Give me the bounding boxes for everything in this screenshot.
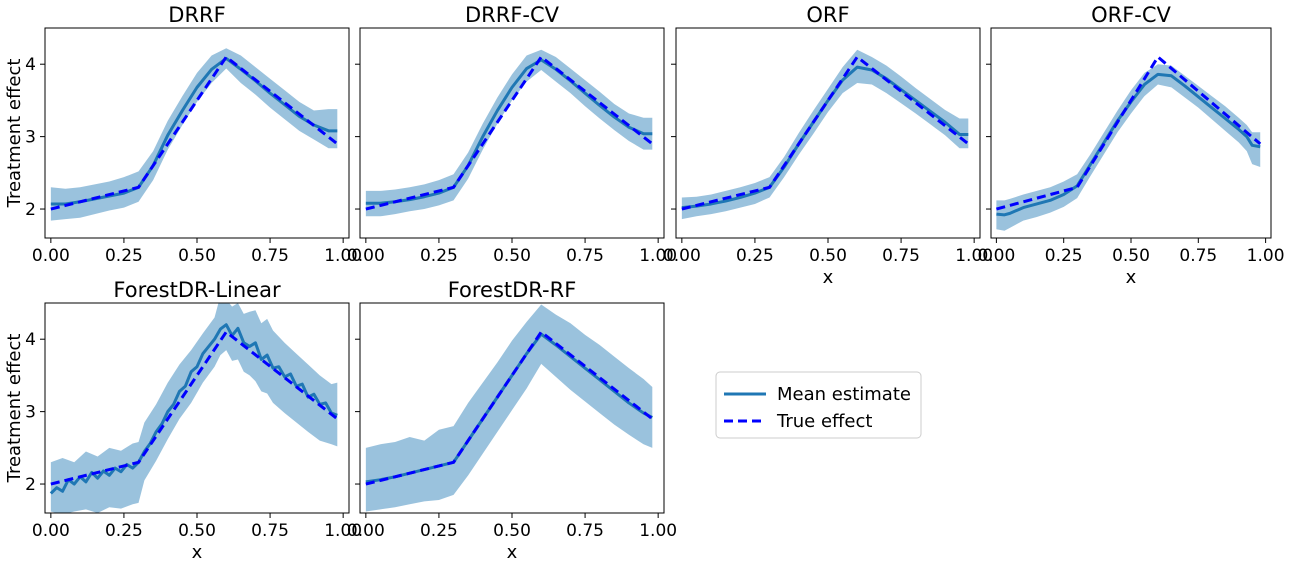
legend-mean-estimate-label: Mean estimate [777,384,911,405]
orf-xtick-label: 0.75 [882,246,920,266]
orf-cv-xtick-label: 0.00 [977,246,1015,266]
drrf-confidence-band [50,48,338,221]
forestdr-rf-xlabel: x [507,542,518,563]
orf-xtick-label: 0.00 [663,246,701,266]
panel-forestdr-rf: 0.00 0.25 0.50 0.75 1.00 ForestDR-RF x [347,278,677,563]
forestdr-linear-xtick-label: 1.00 [324,521,362,541]
drrf-cv-xtick-label: 0.75 [566,246,604,266]
orf-true-effect-line [681,54,970,211]
drrf-xtick-label: 1.00 [324,246,362,266]
forestdr-linear-ylabel: Treatment effect [4,334,25,484]
orf-xtick-label: 1.00 [955,246,993,266]
orf-cv-xtick-label: 0.25 [1045,246,1083,266]
forestdr-rf-xtick-label: 0.75 [566,521,604,541]
forestdr-rf-xtick-label: 0.00 [347,521,385,541]
drrf-cv-xtick-label: 0.25 [420,246,458,266]
forestdr-linear-ytick-label: 2 [25,475,36,495]
forestdr-linear-xlabel: x [192,542,203,563]
panel-forestdr-linear: 0.00 0.25 0.50 0.75 1.00 2 3 4 ForestDR-Linear x T… [4,278,362,563]
forestdr-linear-mean-estimate-line [49,323,338,495]
orf-title: ORF [806,3,849,27]
orf-cv-title: ORF-CV [1091,3,1171,27]
drrf-cv-confidence-band [365,49,653,217]
orf-cv-xtick-label: 1.00 [1247,246,1285,266]
subplot-grid: 0.00 0.25 0.50 0.75 1.00 2 3 4 DRRF Treatment eff… [4,3,1285,563]
orf-cv-xtick-label: 0.50 [1112,246,1150,266]
forestdr-rf-xtick-label: 1.00 [639,521,677,541]
drrf-ytick-label: 4 [25,55,36,75]
forestdr-linear-xtick-label: 0.00 [32,521,70,541]
panel-drrf: 0.00 0.25 0.50 0.75 1.00 2 3 4 DRRF Treatment eff… [4,3,362,266]
drrf-cv-true-effect-line [365,54,654,211]
legend-true-effect-label: True effect [776,411,872,432]
drrf-title: DRRF [168,3,225,27]
panel-orf-cv: 0.00 0.25 0.50 0.75 1.00 ORF-CV x [977,3,1284,288]
forestdr-linear-xtick-label: 0.25 [105,521,143,541]
drrf-xtick-label: 0.75 [251,246,289,266]
forestdr-rf-xtick-label: 0.50 [493,521,531,541]
panel-drrf-cv: 0.00 0.25 0.50 0.75 1.00 DRRF-CV [347,3,677,266]
legend: Mean estimate True effect [715,371,922,439]
forestdr-linear-true-effect-line [50,329,339,486]
drrf-ylabel: Treatment effect [4,59,25,209]
drrf-true-effect-line [50,54,339,211]
drrf-xtick-label: 0.00 [32,246,70,266]
drrf-ytick-label: 3 [25,128,36,148]
orf-cv-confidence-band [996,64,1261,231]
orf-xtick-label: 0.50 [809,246,847,266]
drrf-cv-mean-estimate-line [365,58,653,205]
orf-xlabel: x [823,267,834,288]
orf-confidence-band [681,49,969,220]
drrf-cv-xtick-label: 0.00 [347,246,385,266]
orf-cv-true-effect-line [995,54,1262,211]
orf-cv-xlabel: x [1126,267,1137,288]
panel-orf: 0.00 0.25 0.50 0.75 1.00 ORF x [663,3,993,288]
orf-xtick-label: 0.25 [736,246,774,266]
drrf-ytick-label: 2 [25,200,36,220]
forestdr-linear-ytick-label: 4 [25,330,36,350]
drrf-xtick-label: 0.50 [178,246,216,266]
legend-box [715,371,922,439]
forestdr-rf-xtick-label: 0.25 [420,521,458,541]
drrf-cv-xtick-label: 0.50 [493,246,531,266]
drrf-xtick-label: 0.25 [105,246,143,266]
drrf-cv-xtick-label: 1.00 [639,246,677,266]
orf-mean-estimate-line [681,65,969,210]
forestdr-rf-confidence-band [365,304,653,512]
forestdr-rf-title: ForestDR-RF [448,278,577,302]
drrf-cv-title: DRRF-CV [465,3,560,27]
forestdr-linear-xtick-label: 0.75 [251,521,289,541]
orf-cv-xtick-label: 0.75 [1179,246,1217,266]
forestdr-linear-ytick-label: 3 [25,403,36,423]
forestdr-linear-confidence-band [50,303,338,513]
forestdr-rf-true-effect-line [365,329,654,486]
forestdr-linear-title: ForestDR-Linear [113,278,281,302]
forestdr-linear-xtick-label: 0.50 [178,521,216,541]
